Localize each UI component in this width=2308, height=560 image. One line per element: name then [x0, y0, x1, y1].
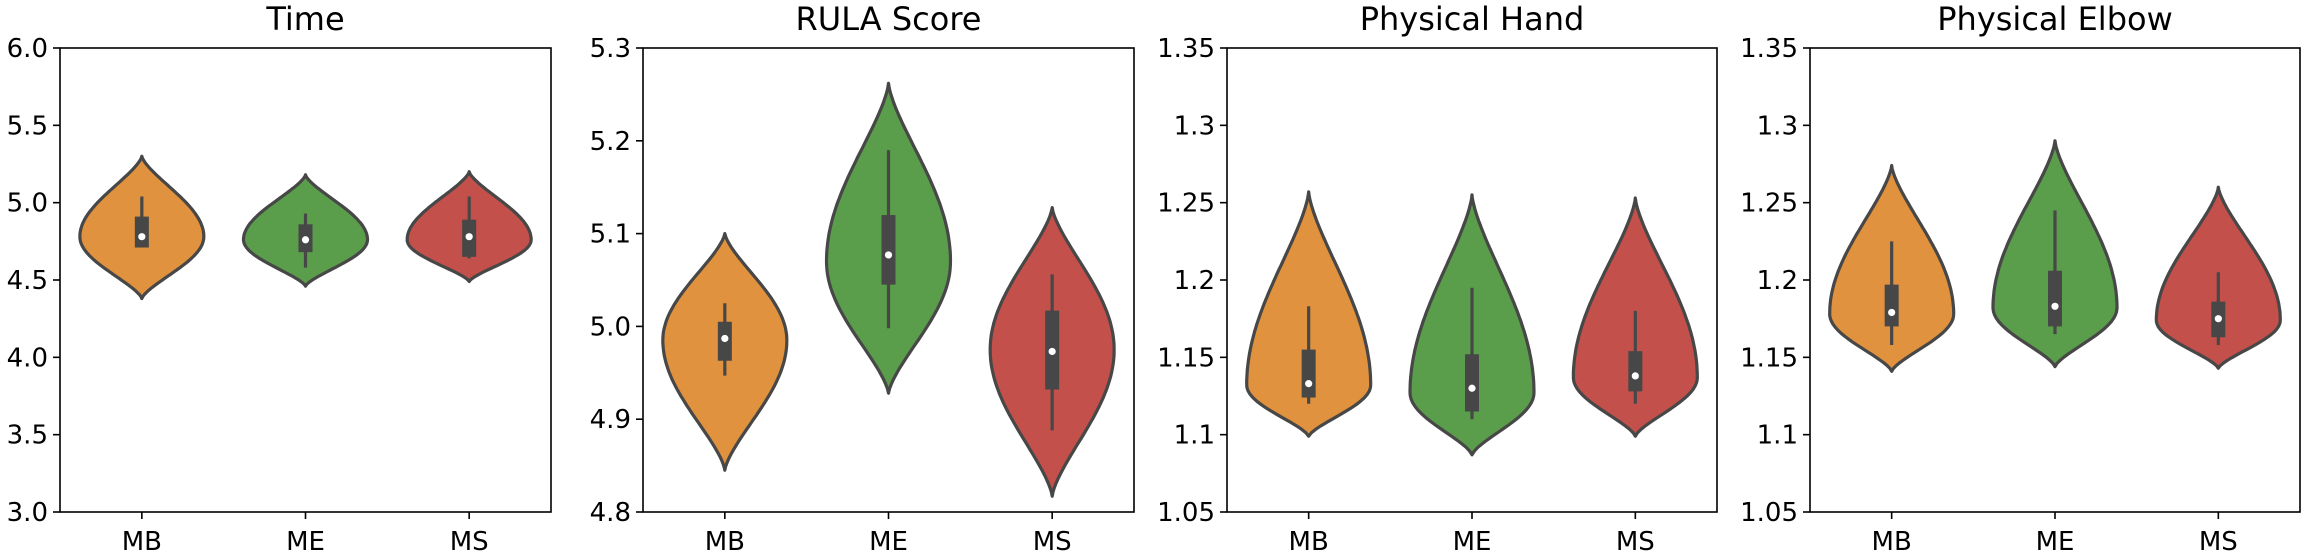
median-dot-MB [1888, 308, 1896, 317]
y-tick-label: 5.2 [590, 127, 631, 157]
y-tick-label: 4.5 [7, 266, 48, 296]
y-tick-label: 1.15 [1740, 343, 1798, 373]
iqr-box-MS [1628, 351, 1643, 392]
x-tick-label-MB: MB [1872, 527, 1912, 557]
y-tick-label: 1.25 [1740, 189, 1798, 219]
y-tick-label: 4.8 [590, 498, 631, 528]
median-dot-MB [721, 334, 729, 343]
median-dot-ME [2051, 302, 2059, 310]
x-tick-label-MB: MB [705, 527, 745, 557]
panel-title: Physical Elbow [1937, 0, 2173, 38]
median-dot-MS [465, 233, 473, 241]
panel-1: RULA Score 4.8 4.9 5.0 5.1 5.2 5.3 MB ME MS [590, 0, 1135, 557]
y-tick-label: 4.0 [7, 343, 48, 373]
x-tick-label-MS: MS [1033, 527, 1072, 557]
y-tick-label: 1.3 [1174, 111, 1215, 141]
median-dot-MS [1048, 347, 1056, 356]
iqr-box-ME [2048, 270, 2062, 327]
median-dot-ME [884, 251, 893, 259]
y-tick-label: 5.5 [7, 111, 48, 141]
median-dot-MB [1305, 380, 1313, 388]
x-tick-label-MS: MS [2199, 527, 2238, 557]
x-tick-label-MB: MB [122, 527, 162, 557]
iqr-box-MB [134, 216, 149, 248]
panel-title: RULA Score [796, 0, 982, 38]
y-tick-label: 3.5 [7, 421, 48, 451]
y-tick-label: 1.3 [1757, 111, 1798, 141]
x-tick-label-MB: MB [1289, 527, 1329, 557]
y-tick-label: 1.35 [1157, 34, 1215, 64]
iqr-box-ME [1465, 354, 1479, 412]
panel-0: Time 3.0 3.5 4.0 4.5 5.0 5.5 6.0 MB ME MS [7, 0, 552, 557]
y-tick-label: 1.15 [1157, 343, 1215, 373]
y-tick-label: 5.0 [590, 312, 631, 342]
y-tick-label: 1.1 [1174, 421, 1215, 451]
y-tick-label: 1.2 [1757, 266, 1798, 296]
x-tick-label-ME: ME [2036, 527, 2075, 557]
panel-title: Time [265, 0, 344, 38]
y-tick-label: 1.1 [1757, 421, 1798, 451]
y-tick-label: 4.9 [590, 405, 631, 435]
panel-title: Physical Hand [1360, 0, 1585, 38]
median-dot-ME [1468, 384, 1476, 392]
iqr-box-MB [1884, 284, 1899, 327]
iqr-box-ME [881, 215, 896, 285]
iqr-box-MB [1301, 349, 1316, 398]
x-tick-label-ME: ME [286, 527, 325, 557]
x-tick-label-ME: ME [1453, 527, 1492, 557]
y-tick-label: 1.2 [1174, 266, 1215, 296]
y-tick-label: 5.3 [590, 34, 631, 64]
median-dot-ME [301, 236, 310, 244]
panel-3: Physical Elbow 1.05 1.1 1.15 1.2 1.25 1.3 1.35 M… [1740, 0, 2301, 557]
y-tick-label: 5.1 [590, 220, 631, 250]
y-tick-label: 5.0 [7, 189, 48, 219]
x-tick-label-ME: ME [869, 527, 908, 557]
y-tick-label: 1.05 [1157, 498, 1215, 528]
y-tick-label: 1.05 [1740, 498, 1798, 528]
y-tick-label: 1.35 [1740, 34, 1798, 64]
y-tick-label: 3.0 [7, 498, 48, 528]
panel-2: Physical Hand 1.05 1.1 1.15 1.2 1.25 1.3 1.35 MB… [1157, 0, 1718, 557]
y-tick-label: 6.0 [7, 34, 48, 64]
median-dot-MB [138, 233, 146, 241]
median-dot-MS [2214, 315, 2222, 323]
y-tick-label: 1.25 [1157, 189, 1215, 219]
x-tick-label-MS: MS [450, 527, 489, 557]
x-tick-label-MS: MS [1616, 527, 1655, 557]
median-dot-MS [1631, 372, 1639, 380]
